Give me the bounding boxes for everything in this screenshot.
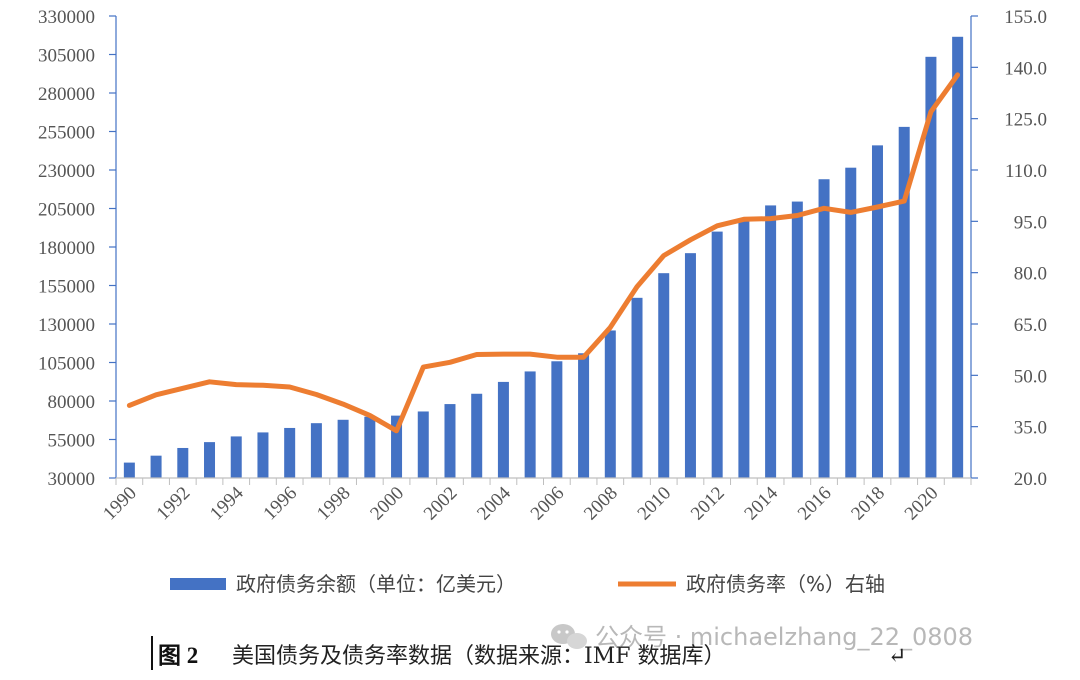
caption-text: 美国债务及债务率数据（数据来源：IMF 数据库）	[232, 644, 725, 669]
figure-caption: 图 2 美国债务及债务率数据（数据来源：IMF 数据库） ↵	[151, 636, 906, 670]
wechat-icon	[551, 624, 587, 649]
caption-figure-number: 图 2	[158, 643, 198, 668]
debt-bar	[177, 447, 189, 478]
right-y-axis: 20.0 35.0 50.0 65.0 80.0 95.0 110.0 125.0 140.0 1…	[970, 7, 1047, 490]
right-tick-label: 155.0	[1004, 7, 1047, 28]
x-tick-label: 1994	[206, 482, 248, 524]
debt-bar	[150, 455, 162, 478]
paragraph-mark-icon: ↵	[888, 644, 906, 669]
x-tick-label: 2002	[420, 483, 462, 525]
debt-bar	[524, 371, 536, 478]
legend: 政府债务余额（单位：亿美元） 政府债务率（%）右轴	[170, 572, 885, 596]
right-tick-label: 110.0	[1005, 161, 1047, 182]
debt-bar	[123, 462, 135, 478]
right-tick-label: 35.0	[1014, 418, 1047, 439]
debt-bar	[925, 56, 937, 479]
x-tick-label: 1990	[99, 483, 141, 525]
legend-bar-label: 政府债务余额（单位：亿美元）	[236, 572, 516, 596]
debt-bar	[604, 330, 616, 478]
debt-bar	[444, 404, 456, 478]
left-tick-label: 105000	[38, 354, 95, 375]
debt-bar	[551, 361, 563, 478]
debt-bar	[871, 145, 883, 479]
debt-bar	[230, 436, 242, 478]
debt-bar	[471, 393, 483, 478]
right-tick-label: 50.0	[1014, 366, 1047, 387]
left-tick-label: 330000	[38, 7, 95, 28]
x-tick-label: 2010	[634, 483, 676, 525]
debt-ratio-line	[126, 72, 961, 434]
debt-bar	[364, 416, 376, 478]
left-tick-label: 305000	[38, 46, 95, 67]
left-tick-label: 280000	[38, 84, 95, 105]
legend-line-label: 政府债务率（%）右轴	[686, 572, 885, 596]
right-tick-label: 125.0	[1004, 110, 1047, 131]
left-tick-label: 230000	[38, 161, 95, 182]
watermark: 公众号 · michaelzhang_22_0808	[551, 623, 973, 651]
debt-bar	[952, 36, 964, 478]
debt-bar	[684, 253, 696, 478]
right-tick-label: 140.0	[1004, 58, 1047, 79]
debt-bar	[417, 411, 429, 478]
debt-bar	[791, 201, 803, 478]
debt-balance-bars	[123, 36, 964, 479]
left-tick-label: 255000	[38, 123, 95, 144]
x-tick-label: 2000	[366, 483, 408, 525]
debt-bar	[898, 126, 910, 478]
left-tick-label: 30000	[48, 469, 96, 490]
right-tick-label: 65.0	[1014, 315, 1047, 336]
x-tick-label: 2014	[740, 482, 782, 524]
debt-bar	[765, 205, 777, 479]
debt-bar	[738, 220, 750, 478]
right-tick-label: 95.0	[1014, 212, 1047, 233]
debt-bar	[310, 423, 322, 478]
left-y-axis: 30000 55000 80000 105000 130000 155000 180000 2…	[38, 7, 117, 490]
debt-bar	[845, 167, 857, 478]
x-tick-label: 2008	[580, 483, 622, 525]
left-tick-label: 80000	[48, 392, 96, 413]
x-axis: 1990 1992 1994 1996 1998 2000 2002 2004 2006 2008…	[99, 477, 972, 525]
debt-bar	[257, 432, 269, 478]
x-tick-label: 2020	[901, 483, 943, 525]
left-tick-label: 155000	[38, 277, 95, 298]
debt-bar	[284, 427, 296, 478]
left-tick-label: 55000	[48, 431, 96, 452]
left-tick-label: 130000	[38, 315, 95, 336]
debt-bar	[711, 231, 723, 478]
debt-ratio-line-series	[126, 72, 961, 434]
debt-bar	[818, 179, 830, 479]
watermark-text: 公众号 · michaelzhang_22_0808	[595, 623, 973, 651]
right-tick-label: 20.0	[1014, 469, 1047, 490]
x-tick-label: 1996	[259, 483, 301, 525]
right-tick-label: 80.0	[1014, 264, 1047, 285]
debt-bar	[578, 353, 590, 478]
legend-bar-swatch	[170, 578, 226, 590]
x-tick-label: 2006	[527, 483, 569, 525]
x-tick-label: 1992	[153, 483, 195, 525]
left-tick-label: 180000	[38, 238, 95, 259]
x-tick-label: 1998	[313, 483, 355, 525]
left-tick-label: 205000	[38, 200, 95, 221]
x-tick-label: 2004	[473, 482, 515, 524]
debt-bar	[204, 442, 216, 478]
x-tick-label: 2018	[847, 483, 889, 525]
debt-bar	[658, 273, 670, 478]
x-tick-label: 2016	[794, 483, 836, 525]
debt-bar	[497, 381, 509, 478]
x-tick-label: 2012	[687, 483, 729, 525]
debt-bar	[391, 415, 403, 478]
debt-bar	[631, 297, 643, 478]
debt-bar	[337, 419, 349, 478]
